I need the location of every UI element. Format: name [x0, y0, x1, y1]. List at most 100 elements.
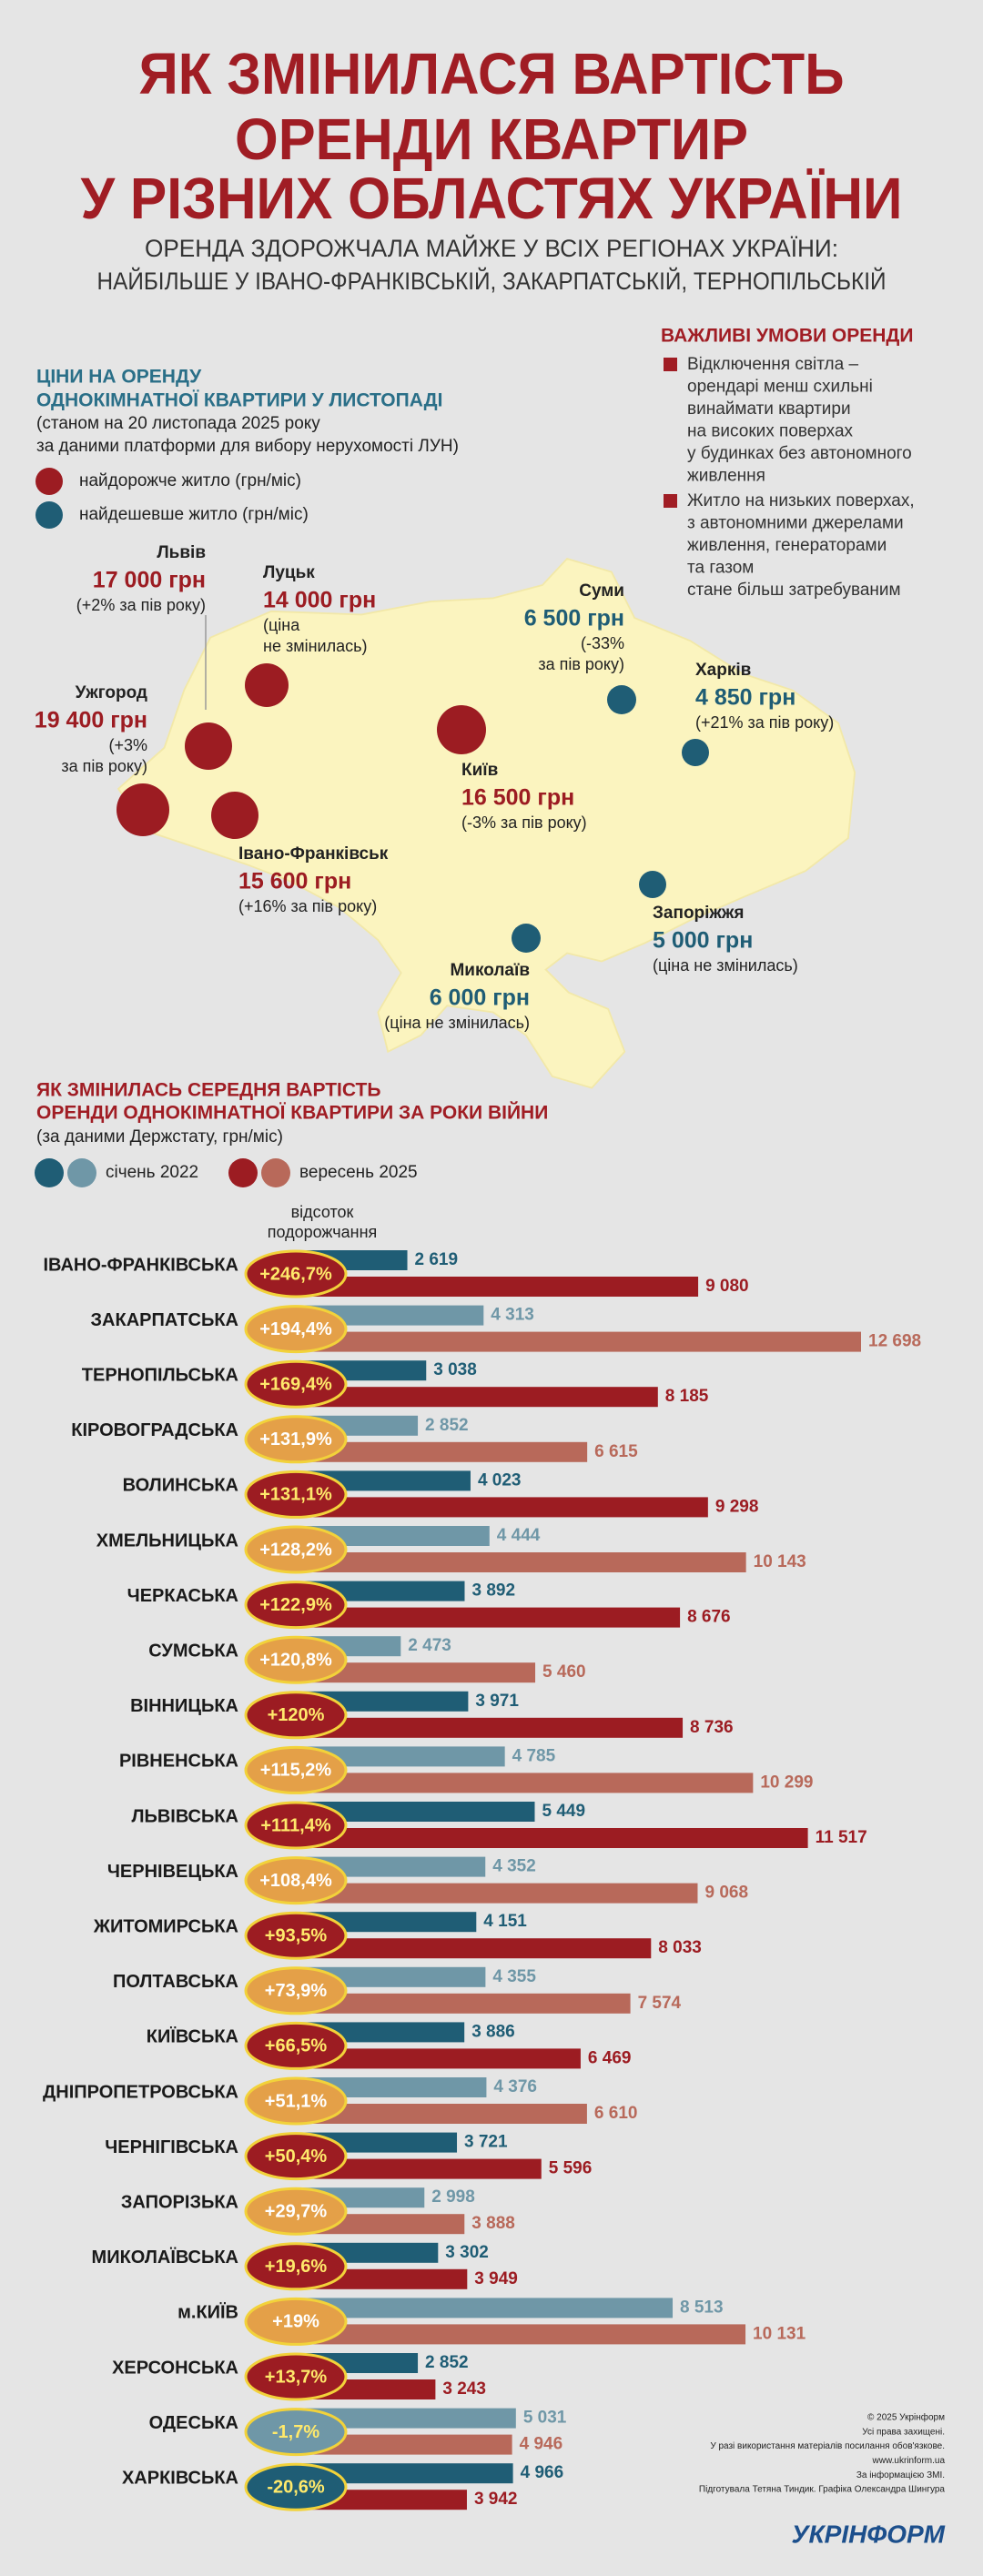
- region-label: РІВНЕНСЬКА: [119, 1752, 238, 1772]
- value-label: 6 469: [588, 2048, 632, 2067]
- region-label: ХЕРСОНСЬКА: [112, 2358, 238, 2378]
- value-label: 5 460: [542, 1662, 586, 1682]
- change-badge: [244, 1581, 348, 1630]
- condition-line: Житло на низьких поверхах,: [687, 491, 915, 510]
- change-title: подорожчання: [268, 1223, 378, 1241]
- condition-line: з автономними джерелами: [687, 514, 904, 533]
- bar: [289, 2298, 674, 2318]
- change-badge: [244, 1249, 348, 1298]
- value-label: 5 596: [549, 2159, 593, 2178]
- change-badge: [244, 1470, 348, 1519]
- city-note: (ціна: [263, 616, 300, 634]
- change-badge: [244, 1415, 348, 1464]
- city-name: Київ: [461, 761, 498, 780]
- value-label: 9 298: [715, 1497, 759, 1516]
- change-label: +73,9%: [265, 1981, 328, 2001]
- legend-label: вересень 2025: [299, 1163, 418, 1182]
- city-dot: [245, 663, 289, 707]
- value-label: 4 313: [491, 1306, 534, 1325]
- city-dot: [437, 705, 486, 754]
- condition-line: живлення: [687, 467, 765, 486]
- city-dot: [185, 722, 232, 770]
- value-label: 3 721: [464, 2133, 508, 2152]
- city-price: 16 500 грн: [461, 785, 574, 811]
- change-label: -1,7%: [272, 2422, 319, 2442]
- value-label: 4 785: [512, 1746, 556, 1765]
- change-badge: [244, 1801, 348, 1850]
- value-label: 4 151: [483, 1912, 527, 1931]
- change-badge: [244, 1635, 348, 1684]
- region-label: ХМЕЛЬНИЦЬКА: [96, 1530, 238, 1551]
- bullet: [664, 494, 677, 508]
- title-line: ЯК ЗМІНИЛАСЯ ВАРТІСТЬ: [139, 41, 845, 106]
- change-label: +50,4%: [265, 2147, 328, 2167]
- change-label: +115,2%: [260, 1761, 332, 1781]
- value-label: 9 080: [705, 1277, 749, 1296]
- city-note: (-33%: [581, 634, 624, 652]
- value-label: 10 131: [753, 2324, 806, 2343]
- value-label: 8 185: [665, 1387, 709, 1406]
- value-label: 9 068: [704, 1884, 748, 1903]
- condition-line: орендарі менш схильні: [687, 378, 873, 397]
- bar: [289, 1773, 754, 1793]
- logo: УКРІНФОРМ: [792, 2520, 946, 2548]
- value-label: 8 513: [680, 2298, 724, 2317]
- change-badge: [244, 2408, 348, 2457]
- change-badge: [244, 1359, 348, 1409]
- value-label: 3 888: [471, 2214, 515, 2233]
- bar: [289, 1662, 536, 1683]
- condition-line: винаймати квартири: [687, 399, 851, 419]
- condition-line: на високих поверхах: [687, 422, 854, 441]
- value-label: 3 971: [475, 1692, 519, 1711]
- city-note: (+16% за пів року): [238, 897, 377, 915]
- bar: [289, 1607, 681, 1628]
- region-label: ЗАКАРПАТСЬКА: [91, 1310, 238, 1330]
- region-label: ТЕРНОПІЛЬСЬКА: [82, 1365, 238, 1385]
- city-price: 15 600 грн: [238, 869, 351, 894]
- subtitle-line: ОРЕНДА ЗДОРОЖЧАЛА МАЙЖЕ У ВСІХ РЕГІОНАХ …: [145, 234, 838, 262]
- legend-label: найдорожче житло (грн/міс): [79, 471, 301, 490]
- change-label: +19%: [272, 2312, 319, 2332]
- change-label: +169,4%: [259, 1374, 332, 1394]
- credit-line: Усі права захищені.: [862, 2427, 945, 2437]
- change-label: +131,1%: [259, 1485, 332, 1505]
- city-name: Миколаїв: [450, 961, 530, 980]
- change-label: +29,7%: [265, 2201, 328, 2221]
- city-note: (+3%: [108, 736, 147, 754]
- change-label: +66,5%: [265, 2036, 328, 2056]
- legend-dot: [35, 468, 63, 495]
- bar: [289, 1277, 699, 1297]
- change-label: +131,9%: [259, 1429, 332, 1450]
- value-label: 7 574: [638, 1994, 682, 2013]
- change-badge: [244, 1745, 348, 1794]
- change-badge: [244, 1691, 348, 1740]
- bar: [289, 2324, 746, 2345]
- value-label: 2 852: [425, 2353, 469, 2372]
- legend-dot: [228, 1158, 258, 1187]
- chart-subtitle: (за даними Держстату, грн/міс): [36, 1127, 283, 1147]
- map-title: ЦІНИ НА ОРЕНДУ: [36, 367, 202, 388]
- value-label: 4 355: [492, 1967, 536, 1986]
- map-title: ОДНОКІМНАТНОЇ КВАРТИРИ У ЛИСТОПАДІ: [36, 390, 442, 411]
- bar: [289, 2104, 587, 2124]
- bar: [289, 1828, 808, 1848]
- map-source: (станом на 20 листопада 2025 року: [36, 414, 320, 433]
- value-label: 10 143: [754, 1552, 806, 1571]
- region-label: ЗАПОРІЗЬКА: [121, 2192, 238, 2212]
- city-price: 14 000 грн: [263, 588, 376, 613]
- bar: [289, 2463, 513, 2484]
- title-line: У РІЗНИХ ОБЛАСТЯХ УКРАЇНИ: [81, 166, 903, 231]
- value-label: 3 949: [474, 2269, 518, 2288]
- city-dot: [512, 924, 541, 953]
- value-label: 5 031: [523, 2409, 567, 2428]
- value-label: 6 610: [594, 2104, 638, 2123]
- bar: [289, 1938, 652, 1959]
- region-label: МИКОЛАЇВСЬКА: [92, 2247, 238, 2268]
- legend-label: найдешевше житло (грн/міс): [79, 505, 309, 524]
- city-name: Харків: [695, 661, 751, 680]
- change-badge: [244, 1966, 348, 2015]
- value-label: 2 998: [431, 2187, 475, 2207]
- value-label: 4 023: [478, 1470, 522, 1490]
- value-label: 8 676: [687, 1608, 731, 1627]
- change-label: +122,9%: [259, 1595, 332, 1615]
